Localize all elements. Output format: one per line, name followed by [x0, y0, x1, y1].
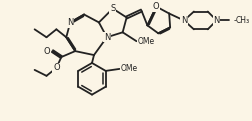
Text: S: S [110, 4, 115, 13]
Text: -: - [233, 16, 236, 25]
Text: O: O [153, 2, 160, 11]
Text: O: O [53, 63, 60, 72]
Text: N: N [67, 18, 73, 27]
Text: N: N [213, 16, 220, 25]
Text: O: O [44, 47, 50, 56]
Text: OMe: OMe [138, 37, 155, 46]
Text: CH₃: CH₃ [235, 16, 249, 25]
Text: N: N [104, 33, 110, 42]
Text: N: N [181, 16, 187, 25]
Text: OMe: OMe [120, 64, 138, 73]
